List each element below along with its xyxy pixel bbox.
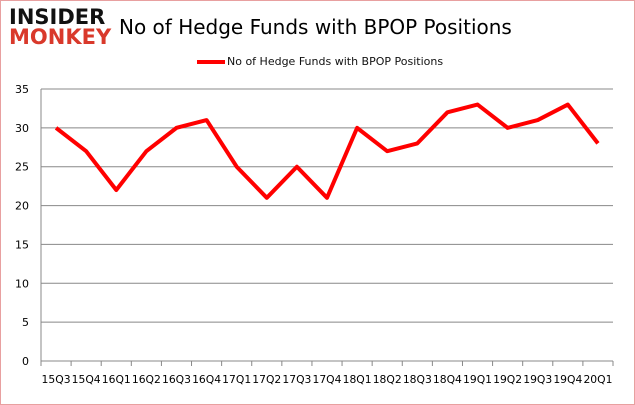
y-tick-label: 15 xyxy=(15,238,29,251)
x-tick-label: 18Q3 xyxy=(403,373,432,386)
x-tick-label: 19Q1 xyxy=(463,373,492,386)
x-tick-label: 15Q4 xyxy=(72,373,101,386)
x-tick-label: 15Q3 xyxy=(42,373,71,386)
legend-label: No of Hedge Funds with BPOP Positions xyxy=(227,55,444,68)
y-tick-label: 30 xyxy=(15,122,29,135)
x-tick-label: 18Q2 xyxy=(373,373,402,386)
x-tick-label: 17Q3 xyxy=(282,373,311,386)
y-tick-label: 25 xyxy=(15,161,29,174)
x-tick-label: 17Q2 xyxy=(252,373,281,386)
legend-swatch xyxy=(197,59,225,64)
y-tick-label: 10 xyxy=(15,277,29,290)
x-tick-label: 20Q1 xyxy=(583,373,612,386)
series-line xyxy=(54,102,600,200)
y-tick-label: 35 xyxy=(15,83,29,96)
x-tick-label: 16Q2 xyxy=(132,373,161,386)
insider-monkey-logo: INSIDER MONKEY xyxy=(9,7,111,48)
logo-line2: MONKEY xyxy=(9,25,112,49)
x-tick-label: 16Q3 xyxy=(162,373,191,386)
logo-line1: INSIDER xyxy=(9,5,106,29)
legend: No of Hedge Funds with BPOP Positions xyxy=(197,55,443,68)
x-tick-label: 16Q4 xyxy=(192,373,221,386)
x-tick-label: 16Q1 xyxy=(102,373,131,386)
y-tick-label: 0 xyxy=(22,355,29,368)
x-tick-label: 18Q1 xyxy=(343,373,372,386)
x-tick-label: 19Q4 xyxy=(553,373,582,386)
y-tick-label: 5 xyxy=(22,316,29,329)
y-tick-label: 20 xyxy=(15,200,29,213)
x-tick-label: 19Q3 xyxy=(523,373,552,386)
chart-title: No of Hedge Funds with BPOP Positions xyxy=(119,15,512,39)
x-tick-label: 17Q4 xyxy=(313,373,342,386)
x-tick-label: 19Q2 xyxy=(493,373,522,386)
x-tick-label: 18Q4 xyxy=(433,373,462,386)
x-tick-label: 17Q1 xyxy=(222,373,251,386)
